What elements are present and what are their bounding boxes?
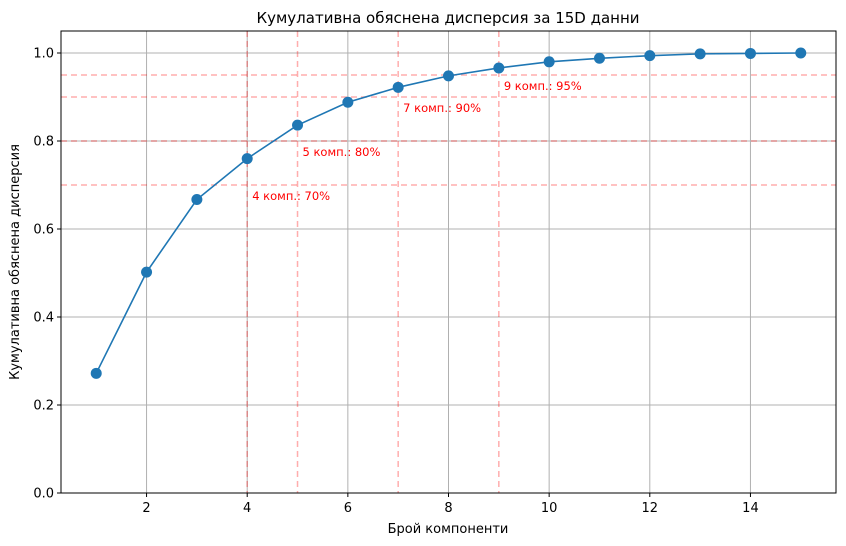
x-tick-label: 6 <box>344 501 352 516</box>
y-tick-label: 0.6 <box>33 223 54 238</box>
threshold-annotation: 5 комп.: 80% <box>303 145 381 159</box>
data-point <box>744 47 756 59</box>
data-point <box>191 194 203 206</box>
y-tick-label: 0.8 <box>33 135 54 150</box>
threshold-lines <box>61 31 836 493</box>
annotations: 4 комп.: 70% 5 комп.: 80% 7 комп.: 90% 9 ко… <box>252 79 582 203</box>
x-axis-title: Брой компоненти <box>388 522 509 537</box>
data-point <box>141 266 153 278</box>
x-tick-label: 4 <box>243 501 251 516</box>
data-point <box>593 52 605 64</box>
data-point <box>493 62 505 74</box>
y-tick-label: 0.0 <box>33 487 54 502</box>
x-tick-label: 12 <box>642 501 659 516</box>
data-point <box>543 56 555 68</box>
ticks: 2 4 6 8 10 12 14 0.0 0.2 0.4 0.6 0.8 1.0 <box>33 47 758 517</box>
y-axis-title: Кумулативна обяснена дисперсия <box>8 144 23 380</box>
data-point <box>644 50 656 62</box>
y-tick-label: 1.0 <box>33 47 54 62</box>
chart-title: Кумулативна обяснена дисперсия за 15D да… <box>256 9 639 27</box>
data-point <box>694 48 706 60</box>
data-point <box>795 47 807 59</box>
y-tick-label: 0.4 <box>33 311 54 326</box>
y-tick-label: 0.2 <box>33 399 54 414</box>
data-point <box>241 153 253 165</box>
x-tick-label: 2 <box>142 501 150 516</box>
data-point <box>292 119 304 131</box>
x-tick-label: 14 <box>742 501 759 516</box>
data-point <box>342 96 354 108</box>
x-tick-label: 10 <box>541 501 558 516</box>
data-point <box>90 367 102 379</box>
x-tick-label: 8 <box>444 501 452 516</box>
threshold-annotation: 7 комп.: 90% <box>403 101 481 115</box>
threshold-annotation: 9 комп.: 95% <box>504 79 582 93</box>
data-point <box>392 81 404 93</box>
threshold-annotation: 4 комп.: 70% <box>252 189 330 203</box>
series <box>90 47 807 379</box>
data-point <box>443 70 454 82</box>
